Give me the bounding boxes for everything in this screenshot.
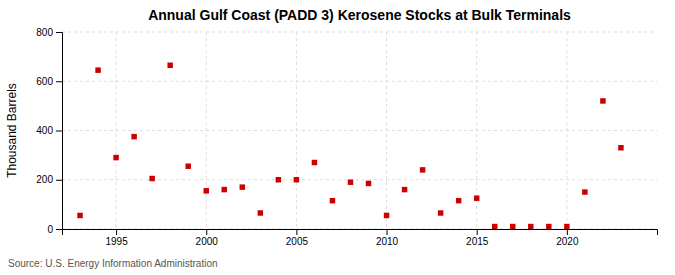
grid-line-y <box>62 32 657 33</box>
y-tick: 200 <box>36 174 62 185</box>
x-tick-mark <box>477 229 478 235</box>
x-tick-label: 1995 <box>105 236 128 247</box>
point <box>456 198 461 203</box>
x-tick-label: 2015 <box>466 236 489 247</box>
y-tick: 0 <box>47 224 62 235</box>
point <box>438 210 443 215</box>
point <box>510 224 515 229</box>
x-tick: 2000 <box>196 229 219 247</box>
point <box>420 167 425 172</box>
x-tick-mark <box>206 229 207 235</box>
x-tick-label: 2010 <box>376 236 399 247</box>
point <box>95 67 100 72</box>
y-tick-mark <box>56 131 62 132</box>
y-axis-line <box>56 33 63 230</box>
grid-line-x <box>296 32 297 229</box>
point <box>384 213 389 218</box>
point <box>240 184 245 189</box>
point <box>528 224 533 229</box>
y-tick-label: 400 <box>36 125 53 136</box>
point <box>276 177 281 182</box>
chart: 1995 2000 2005 2010 2015 2020 0 200 400 600 800 Ann… <box>0 0 675 275</box>
point <box>77 213 82 218</box>
points <box>77 63 623 229</box>
point <box>348 179 353 184</box>
y-tick-label: 200 <box>36 174 53 185</box>
x-tick: 2015 <box>466 229 489 247</box>
x-tick-mark <box>567 229 568 235</box>
x-axis-line <box>63 230 658 236</box>
point <box>492 224 497 229</box>
y-tick-mark <box>56 180 62 181</box>
x-axis: 1995 2000 2005 2010 2015 2020 <box>63 229 658 247</box>
point <box>222 187 227 192</box>
point <box>258 210 263 215</box>
point <box>366 181 371 186</box>
y-tick: 400 <box>36 125 62 136</box>
x-tick: 2010 <box>376 229 399 247</box>
grid-line-y <box>62 81 657 82</box>
x-tick: 2020 <box>556 229 579 247</box>
grid-line-x <box>116 32 117 229</box>
point <box>167 63 172 68</box>
y-axis-title: Thousand Barrels <box>5 83 19 178</box>
point <box>546 224 551 229</box>
x-tick: 1995 <box>105 229 128 247</box>
grid-line-x <box>206 32 207 229</box>
x-tick-label: 2000 <box>196 236 219 247</box>
x-tick-label: 2005 <box>286 236 309 247</box>
y-tick-mark <box>56 229 62 230</box>
point <box>402 187 407 192</box>
point <box>185 163 190 168</box>
point <box>204 188 209 193</box>
point <box>564 224 569 229</box>
y-tick-label: 0 <box>47 224 53 235</box>
y-tick: 800 <box>36 27 62 38</box>
y-axis: 0 200 400 600 800 <box>36 27 62 235</box>
point <box>113 155 118 160</box>
grid-line-x <box>386 32 387 229</box>
x-tick-label: 2020 <box>556 236 579 247</box>
x-tick-mark <box>116 229 117 235</box>
point <box>600 98 605 103</box>
point <box>330 198 335 203</box>
grid <box>62 32 657 229</box>
source: Source: U.S. Energy Information Administ… <box>8 258 218 269</box>
x-tick-mark <box>387 229 388 235</box>
point <box>618 145 623 150</box>
y-tick-mark <box>56 32 62 33</box>
grid-line-y <box>62 130 657 131</box>
x-tick-mark <box>296 229 297 235</box>
point <box>582 189 587 194</box>
x-tick: 2005 <box>286 229 309 247</box>
y-tick-label: 800 <box>36 27 53 38</box>
point <box>474 195 479 200</box>
y-tick-label: 600 <box>36 76 53 87</box>
grid-line-x <box>566 32 567 229</box>
point <box>149 176 154 181</box>
y-tick-mark <box>56 81 62 82</box>
y-tick: 600 <box>36 76 62 87</box>
point <box>312 160 317 165</box>
point <box>131 134 136 139</box>
title: Annual Gulf Coast (PADD 3) Kerosene Stoc… <box>148 7 571 23</box>
plot-area: 1995 2000 2005 2010 2015 2020 0 200 400 600 800 <box>36 27 657 247</box>
point <box>294 177 299 182</box>
